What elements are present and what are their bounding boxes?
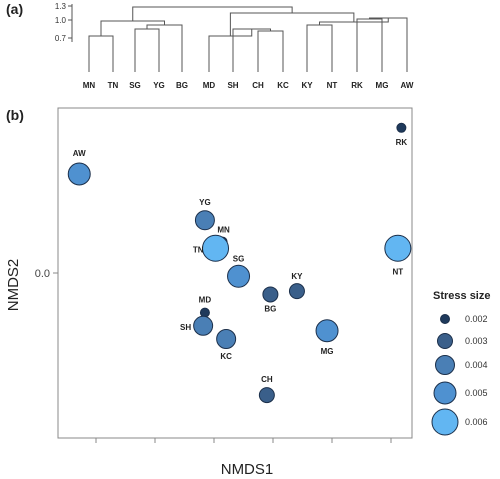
panel-b-label: (b)	[6, 107, 24, 123]
nmds-point-label: NT	[393, 267, 404, 276]
dendrogram-leaf-label: CH	[252, 81, 264, 90]
nmds-point-label: TN	[193, 245, 204, 254]
dendrogram-leaf-label: SG	[129, 81, 141, 90]
nmds-point-label: MD	[199, 296, 212, 305]
dendrogram-leaf-label: KC	[277, 81, 289, 90]
nmds-point-sg	[227, 264, 251, 288]
nmds-point-kc	[216, 329, 237, 349]
y-axis-ticks: 0.0	[35, 268, 58, 280]
dendrogram-leaf-label: MN	[83, 81, 96, 90]
dendrogram-leaf-label: KY	[301, 81, 313, 90]
nmds-point-bg	[262, 286, 279, 303]
legend-label: 0.006	[465, 417, 488, 427]
dendrogram-leaf-label: BG	[176, 81, 188, 90]
legend-label: 0.004	[465, 360, 488, 370]
dendrogram-tick-label: 1.0	[55, 16, 67, 25]
nmds-point-label: CH	[261, 375, 273, 384]
nmds-points	[67, 122, 412, 404]
dendrogram-link	[257, 30, 284, 72]
dendrogram-leaf-labels: MN TN SG YG BG MD SH CH KC KY NT RK MG AW	[83, 81, 414, 90]
dendrogram-leaf-label: MD	[203, 81, 216, 90]
dendrogram-link	[88, 35, 114, 72]
y-axis-title: NMDS2	[5, 259, 22, 312]
nmds-point-label: SG	[233, 254, 245, 263]
nmds-point-labels: RK AW YG MN TN NT SG KY BG MD SH KC MG CH	[73, 138, 408, 384]
dendrogram-link	[229, 12, 355, 36]
nmds-point-label: BG	[264, 304, 276, 313]
nmds-point-yg	[194, 210, 215, 231]
dendrogram-link	[146, 24, 183, 72]
legend-swatch-0.004	[435, 355, 455, 375]
panel-a-label: (a)	[6, 1, 23, 17]
nmds-point-aw	[67, 162, 91, 186]
nmds-point-label: SH	[180, 323, 191, 332]
nmds-point-tn	[202, 234, 230, 262]
nmds-point-label: RK	[396, 138, 408, 147]
nmds-point-label: KC	[220, 352, 232, 361]
nmds-point-sh	[193, 315, 214, 336]
dendrogram-link	[134, 28, 160, 72]
nmds-point-rk	[396, 122, 407, 133]
legend-label: 0.002	[465, 314, 488, 324]
nmds-point-label: KY	[291, 272, 303, 281]
dendrogram-link	[306, 24, 333, 72]
dendrogram-leaf-label: TN	[108, 81, 119, 90]
dendrogram-leaf-label: MG	[376, 81, 389, 90]
x-axis-title: NMDS1	[221, 461, 274, 478]
legend-swatch-0.006	[431, 408, 459, 436]
dendrogram-tick-label: 0.7	[55, 34, 67, 43]
dendrogram-link	[356, 18, 383, 72]
legend-label: 0.003	[465, 336, 488, 346]
nmds-point-label: YG	[199, 198, 211, 207]
dendrogram-leaf-label: RK	[351, 81, 363, 90]
dendrogram-link	[369, 17, 408, 72]
nmds-point-ch	[258, 387, 275, 404]
nmds-point-label: MG	[321, 347, 334, 356]
nmds-point-mg	[315, 319, 339, 343]
legend-swatch-0.003	[437, 333, 453, 349]
stress-size-legend: Stress size 0.002 0.003 0.004 0.005 0.006	[431, 290, 490, 436]
legend-label: 0.005	[465, 388, 488, 398]
dendrogram-leaf-label: YG	[153, 81, 165, 90]
nmds-point-nt	[384, 234, 412, 262]
y-tick-label: 0.0	[35, 268, 50, 280]
dendrogram-tick-label: 1.3	[55, 2, 67, 11]
dendrogram-leaf-label: AW	[401, 81, 414, 90]
dendrogram-leaf-label: SH	[227, 81, 238, 90]
nmds-point-label: MN	[217, 226, 230, 235]
nmds-point-label: AW	[73, 149, 86, 158]
nmds-point-md	[199, 307, 210, 318]
dendrogram-link	[132, 6, 293, 21]
legend-swatch-0.002	[440, 314, 450, 324]
legend-swatch-0.005	[433, 381, 457, 405]
nmds-point-ky	[288, 283, 305, 300]
dendrogram-leaf-label: NT	[327, 81, 338, 90]
legend-title: Stress size	[433, 290, 490, 302]
dendrogram	[88, 6, 408, 72]
dendrogram-y-axis: 1.3 1.0 0.7	[55, 2, 73, 43]
